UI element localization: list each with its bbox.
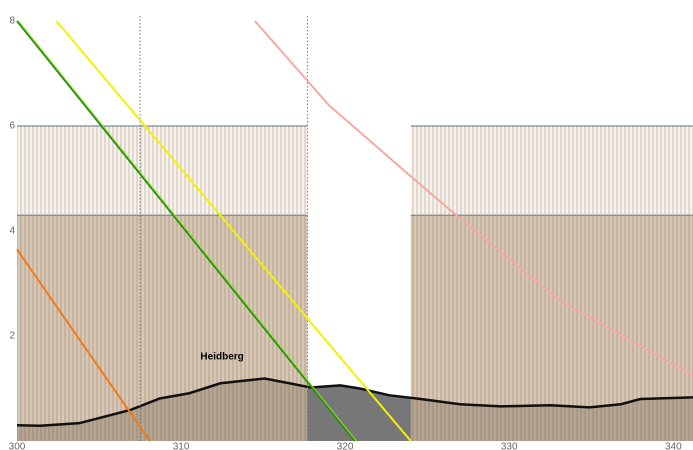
y-tick-label: 8 — [9, 16, 15, 27]
airspace-hatch — [410, 126, 693, 216]
y-tick-label: 6 — [9, 121, 15, 132]
airspace-hatch — [410, 215, 693, 441]
x-tick-label: 340 — [665, 442, 682, 450]
glide-line — [16, 248, 151, 442]
glide-line-highlight — [18, 20, 357, 442]
y-tick-label: 4 — [9, 226, 15, 237]
x-tick-label: 330 — [501, 442, 518, 450]
glide-line — [254, 20, 693, 377]
x-tick-label: 320 — [337, 442, 354, 450]
y-tick-label: 2 — [9, 331, 15, 342]
airspace-hatch — [17, 215, 308, 441]
glide-line — [16, 20, 356, 442]
x-tick-label: 300 — [9, 442, 26, 450]
terrain-line — [16, 377, 693, 428]
annotation: Heidberg — [200, 352, 243, 363]
x-tick-label: 310 — [173, 442, 190, 450]
glide-line — [55, 20, 412, 442]
